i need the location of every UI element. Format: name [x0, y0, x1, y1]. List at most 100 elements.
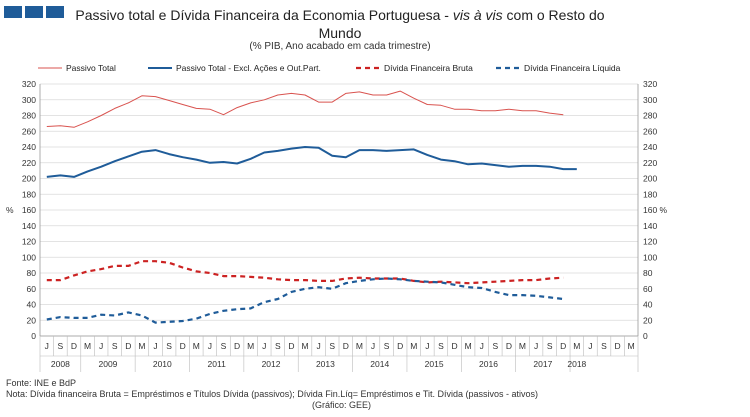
y-tick-label-right: 140 [643, 221, 657, 231]
legend-label-1: Passivo Total [66, 63, 116, 73]
y-tick-label-left: 180 [22, 189, 36, 199]
footer: Fonte: INE e BdP Nota: Dívida financeira… [6, 378, 746, 411]
y-tick-label-right: 220 [643, 158, 657, 168]
x-tick-label: J [425, 341, 429, 351]
y-tick-label-right: 300 [643, 95, 657, 105]
y-tick-label-left: 160 [22, 205, 36, 215]
x-tick-label: S [384, 341, 390, 351]
source-note: Fonte: INE e BdP [6, 378, 77, 388]
series-line-1 [46, 90, 564, 128]
year-label: 2008 [51, 359, 70, 369]
year-label: 2018 [567, 359, 586, 369]
series-line-3 [46, 260, 564, 285]
legend-label-2: Passivo Total - Excl. Ações e Out.Part. [176, 63, 321, 73]
x-tick-label: D [180, 341, 186, 351]
title-italic: vis à vis [452, 7, 503, 23]
x-tick-label: D [288, 341, 294, 351]
y-tick-label-left: 300 [22, 95, 36, 105]
x-tick-label: J [208, 341, 212, 351]
y-tick-label-right: 200 [643, 174, 657, 184]
year-label: 2012 [262, 359, 281, 369]
x-tick-label: S [547, 341, 553, 351]
y-tick-label-left: 220 [22, 158, 36, 168]
y-tick-label-left: 40 [27, 300, 37, 310]
y-tick-label-left: 280 [22, 111, 36, 121]
x-tick-label: M [247, 341, 254, 351]
y-tick-label-right: 260 [643, 126, 657, 136]
x-tick-label: D [234, 341, 240, 351]
year-label: 2011 [208, 359, 227, 369]
x-tick-label: D [560, 341, 566, 351]
x-tick-label: M [193, 341, 200, 351]
title-part2: com o Resto do Mundo [318, 7, 605, 41]
x-tick-label: J [262, 341, 266, 351]
y-tick-label-left: 60 [27, 284, 37, 294]
x-tick-label: M [628, 341, 635, 351]
year-label: 2016 [479, 359, 498, 369]
x-tick-label: D [615, 341, 621, 351]
y-tick-label-left: 100 [22, 252, 36, 262]
y-tick-label-right: 20 [643, 315, 653, 325]
x-tick-label: D [397, 341, 403, 351]
series-line-4 [46, 277, 564, 324]
chart-credit: (Gráfico: GEE) [312, 400, 372, 410]
y-tick-label-right: 180 [643, 189, 657, 199]
y-tick-label-left: 20 [27, 315, 37, 325]
x-tick-label: M [519, 341, 526, 351]
x-tick-label: S [112, 341, 118, 351]
year-label: 2017 [533, 359, 552, 369]
y-tick-label-left: 120 [22, 237, 36, 247]
x-tick-label: J [316, 341, 320, 351]
x-tick-label: M [465, 341, 472, 351]
x-tick-label: D [451, 341, 457, 351]
y-tick-label-right: 60 [643, 284, 653, 294]
x-tick-label: S [438, 341, 444, 351]
y-tick-label-right: 80 [643, 268, 653, 278]
y-tick-label-right: 100 [643, 252, 657, 262]
legend-label-3: Dívida Financeira Bruta [384, 63, 473, 73]
x-tick-label: M [301, 341, 308, 351]
chart-subtitle: (% PIB, Ano acabado em cada trimestre) [249, 41, 431, 52]
x-tick-label: J [45, 341, 49, 351]
definition-note: Nota: Dívida financeira Bruta = Emprésti… [6, 389, 539, 399]
x-tick-label: J [534, 341, 538, 351]
x-tick-label: D [125, 341, 131, 351]
x-tick-label: D [506, 341, 512, 351]
x-tick-label: S [221, 341, 227, 351]
line-chart: 0 0 20 20 40 40 60 60 80 80 100 100 120 120 140 140 160 1… [6, 63, 668, 372]
logo-icon [4, 6, 64, 18]
x-tick-label: S [329, 341, 335, 351]
legend-label-4: Dívida Financeira Líquida [524, 63, 621, 73]
x-tick-label: S [601, 341, 607, 351]
y-tick-label-left: 80 [27, 268, 37, 278]
year-label: 2009 [98, 359, 117, 369]
x-tick-label: M [410, 341, 417, 351]
x-tick-label: S [492, 341, 498, 351]
x-tick-label: J [153, 341, 157, 351]
x-tick-label: D [343, 341, 349, 351]
y-tick-label-left: 200 [22, 174, 36, 184]
x-tick-label: J [588, 341, 592, 351]
x-tick-label: M [84, 341, 91, 351]
y-tick-label-left: 0 [31, 331, 36, 341]
y-tick-label-left: 140 [22, 221, 36, 231]
page-title: Passivo total e Dívida Financeira da Eco… [70, 6, 610, 42]
year-label: 2015 [425, 359, 444, 369]
x-tick-label: S [58, 341, 64, 351]
x-tick-label: M [138, 341, 145, 351]
x-tick-label: J [99, 341, 103, 351]
y-unit-label-left: % [6, 205, 14, 215]
y-tick-label-left: 260 [22, 126, 36, 136]
x-tick-label: M [356, 341, 363, 351]
y-tick-label-right: 240 [643, 142, 657, 152]
x-tick-label: M [573, 341, 580, 351]
y-tick-label-right: 280 [643, 111, 657, 121]
y-tick-label-left: 320 [22, 79, 36, 89]
y-tick-label-right: 320 [643, 79, 657, 89]
x-tick-label: D [71, 341, 77, 351]
y-tick-label-right: 40 [643, 300, 653, 310]
series-line-2 [46, 146, 577, 178]
x-tick-label: J [480, 341, 484, 351]
y-tick-label-right: 160 % [643, 205, 668, 215]
year-label: 2014 [370, 359, 389, 369]
